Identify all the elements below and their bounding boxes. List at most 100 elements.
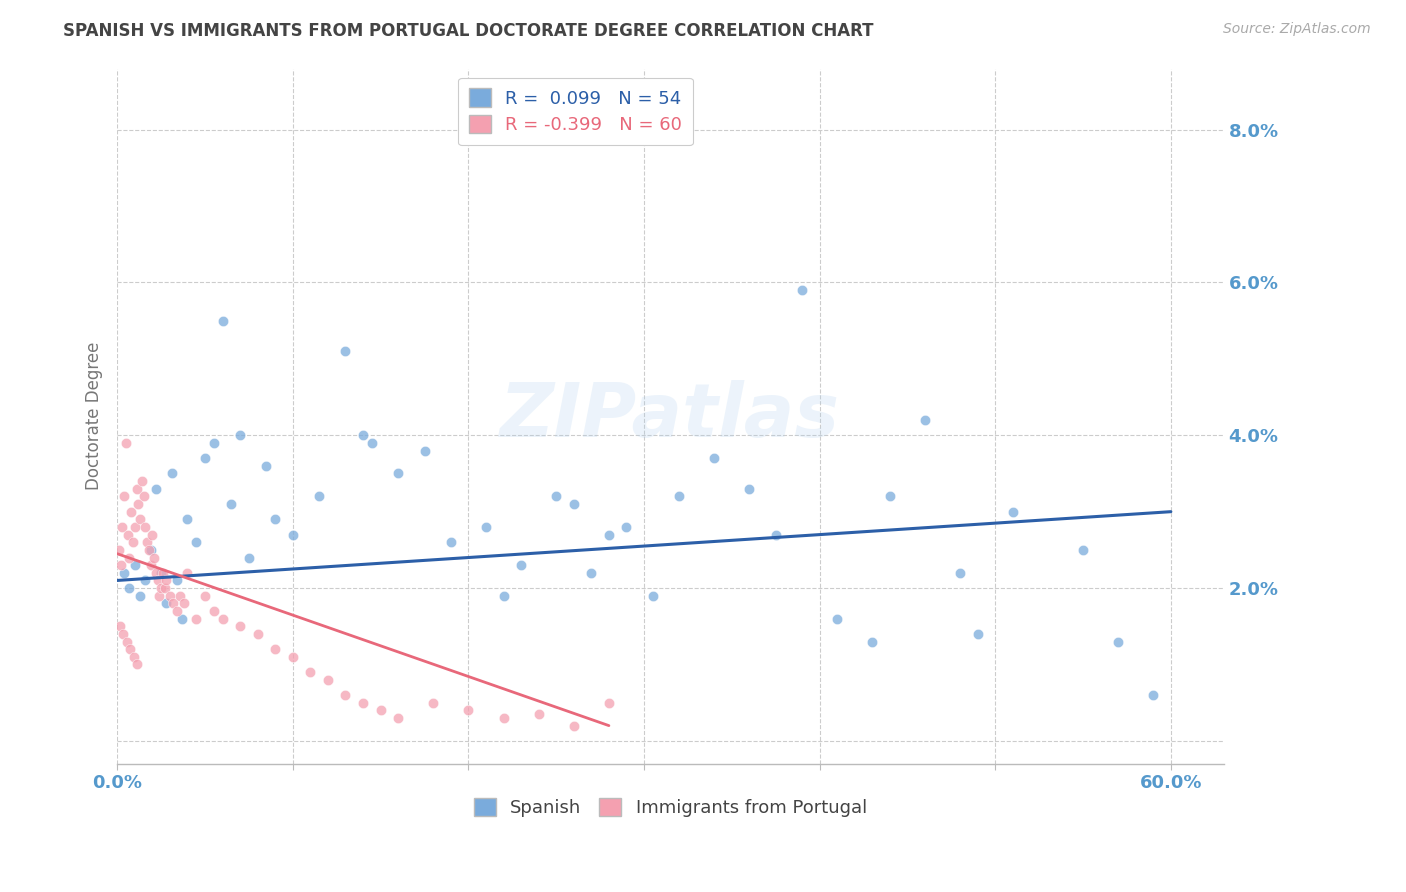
Point — [108, 619, 131, 633]
Point — [145, 566, 167, 580]
Point — [162, 596, 184, 610]
Point — [136, 535, 159, 549]
Point — [112, 566, 135, 580]
Point — [131, 474, 153, 488]
Point — [141, 527, 163, 541]
Point — [352, 696, 374, 710]
Point — [186, 535, 208, 549]
Point — [186, 612, 208, 626]
Point — [160, 467, 183, 481]
Point — [111, 520, 134, 534]
Point — [413, 443, 436, 458]
Point — [387, 467, 409, 481]
Point — [176, 512, 198, 526]
Point — [352, 428, 374, 442]
Point — [166, 604, 188, 618]
Point — [117, 527, 139, 541]
Point — [120, 642, 142, 657]
Point — [562, 718, 585, 732]
Point — [335, 688, 357, 702]
Point — [598, 696, 620, 710]
Point — [825, 612, 848, 626]
Point — [211, 612, 233, 626]
Point — [155, 574, 177, 588]
Text: ZIPatlas: ZIPatlas — [501, 380, 841, 452]
Point — [134, 574, 156, 588]
Point — [492, 711, 515, 725]
Point — [246, 627, 269, 641]
Point — [229, 428, 252, 442]
Point — [738, 482, 761, 496]
Point — [562, 497, 585, 511]
Point — [966, 627, 988, 641]
Point — [148, 589, 170, 603]
Legend: Spanish, Immigrants from Portugal: Spanish, Immigrants from Portugal — [467, 790, 875, 824]
Point — [949, 566, 972, 580]
Point — [229, 619, 252, 633]
Point — [598, 527, 620, 541]
Point — [440, 535, 463, 549]
Point — [112, 627, 135, 641]
Point — [155, 596, 177, 610]
Point — [176, 566, 198, 580]
Point — [221, 497, 243, 511]
Point — [110, 558, 132, 573]
Point — [169, 589, 191, 603]
Point — [150, 581, 173, 595]
Point — [790, 283, 813, 297]
Point — [1001, 505, 1024, 519]
Point — [860, 634, 883, 648]
Point — [475, 520, 498, 534]
Point — [139, 542, 162, 557]
Point — [299, 665, 322, 680]
Point — [115, 634, 138, 648]
Point — [211, 313, 233, 327]
Point — [256, 458, 278, 473]
Y-axis label: Doctorate Degree: Doctorate Degree — [86, 342, 103, 491]
Point — [146, 574, 169, 588]
Point — [108, 542, 131, 557]
Point — [641, 589, 664, 603]
Point — [152, 566, 174, 580]
Point — [129, 512, 152, 526]
Point — [134, 520, 156, 534]
Point — [457, 703, 479, 717]
Point — [173, 596, 195, 610]
Point — [150, 566, 173, 580]
Point — [194, 589, 217, 603]
Point — [335, 344, 357, 359]
Point — [238, 550, 260, 565]
Point — [879, 490, 901, 504]
Point — [139, 558, 162, 573]
Point — [387, 711, 409, 725]
Point — [527, 707, 550, 722]
Point — [132, 490, 155, 504]
Point — [129, 589, 152, 603]
Point — [159, 589, 181, 603]
Point — [281, 527, 304, 541]
Point — [360, 436, 382, 450]
Point — [124, 520, 146, 534]
Point — [122, 535, 145, 549]
Point — [202, 604, 225, 618]
Point — [153, 581, 176, 595]
Point — [143, 550, 166, 565]
Text: SPANISH VS IMMIGRANTS FROM PORTUGAL DOCTORATE DEGREE CORRELATION CHART: SPANISH VS IMMIGRANTS FROM PORTUGAL DOCT… — [63, 22, 873, 40]
Point — [118, 550, 141, 565]
Point — [115, 436, 138, 450]
Point — [118, 581, 141, 595]
Point — [616, 520, 638, 534]
Point — [668, 490, 690, 504]
Point — [138, 542, 160, 557]
Point — [370, 703, 392, 717]
Point — [308, 490, 330, 504]
Point — [264, 642, 287, 657]
Point — [703, 451, 725, 466]
Point — [172, 612, 194, 626]
Point — [202, 436, 225, 450]
Point — [1071, 542, 1094, 557]
Point — [120, 505, 142, 519]
Point — [112, 490, 135, 504]
Point — [264, 512, 287, 526]
Point — [122, 649, 145, 664]
